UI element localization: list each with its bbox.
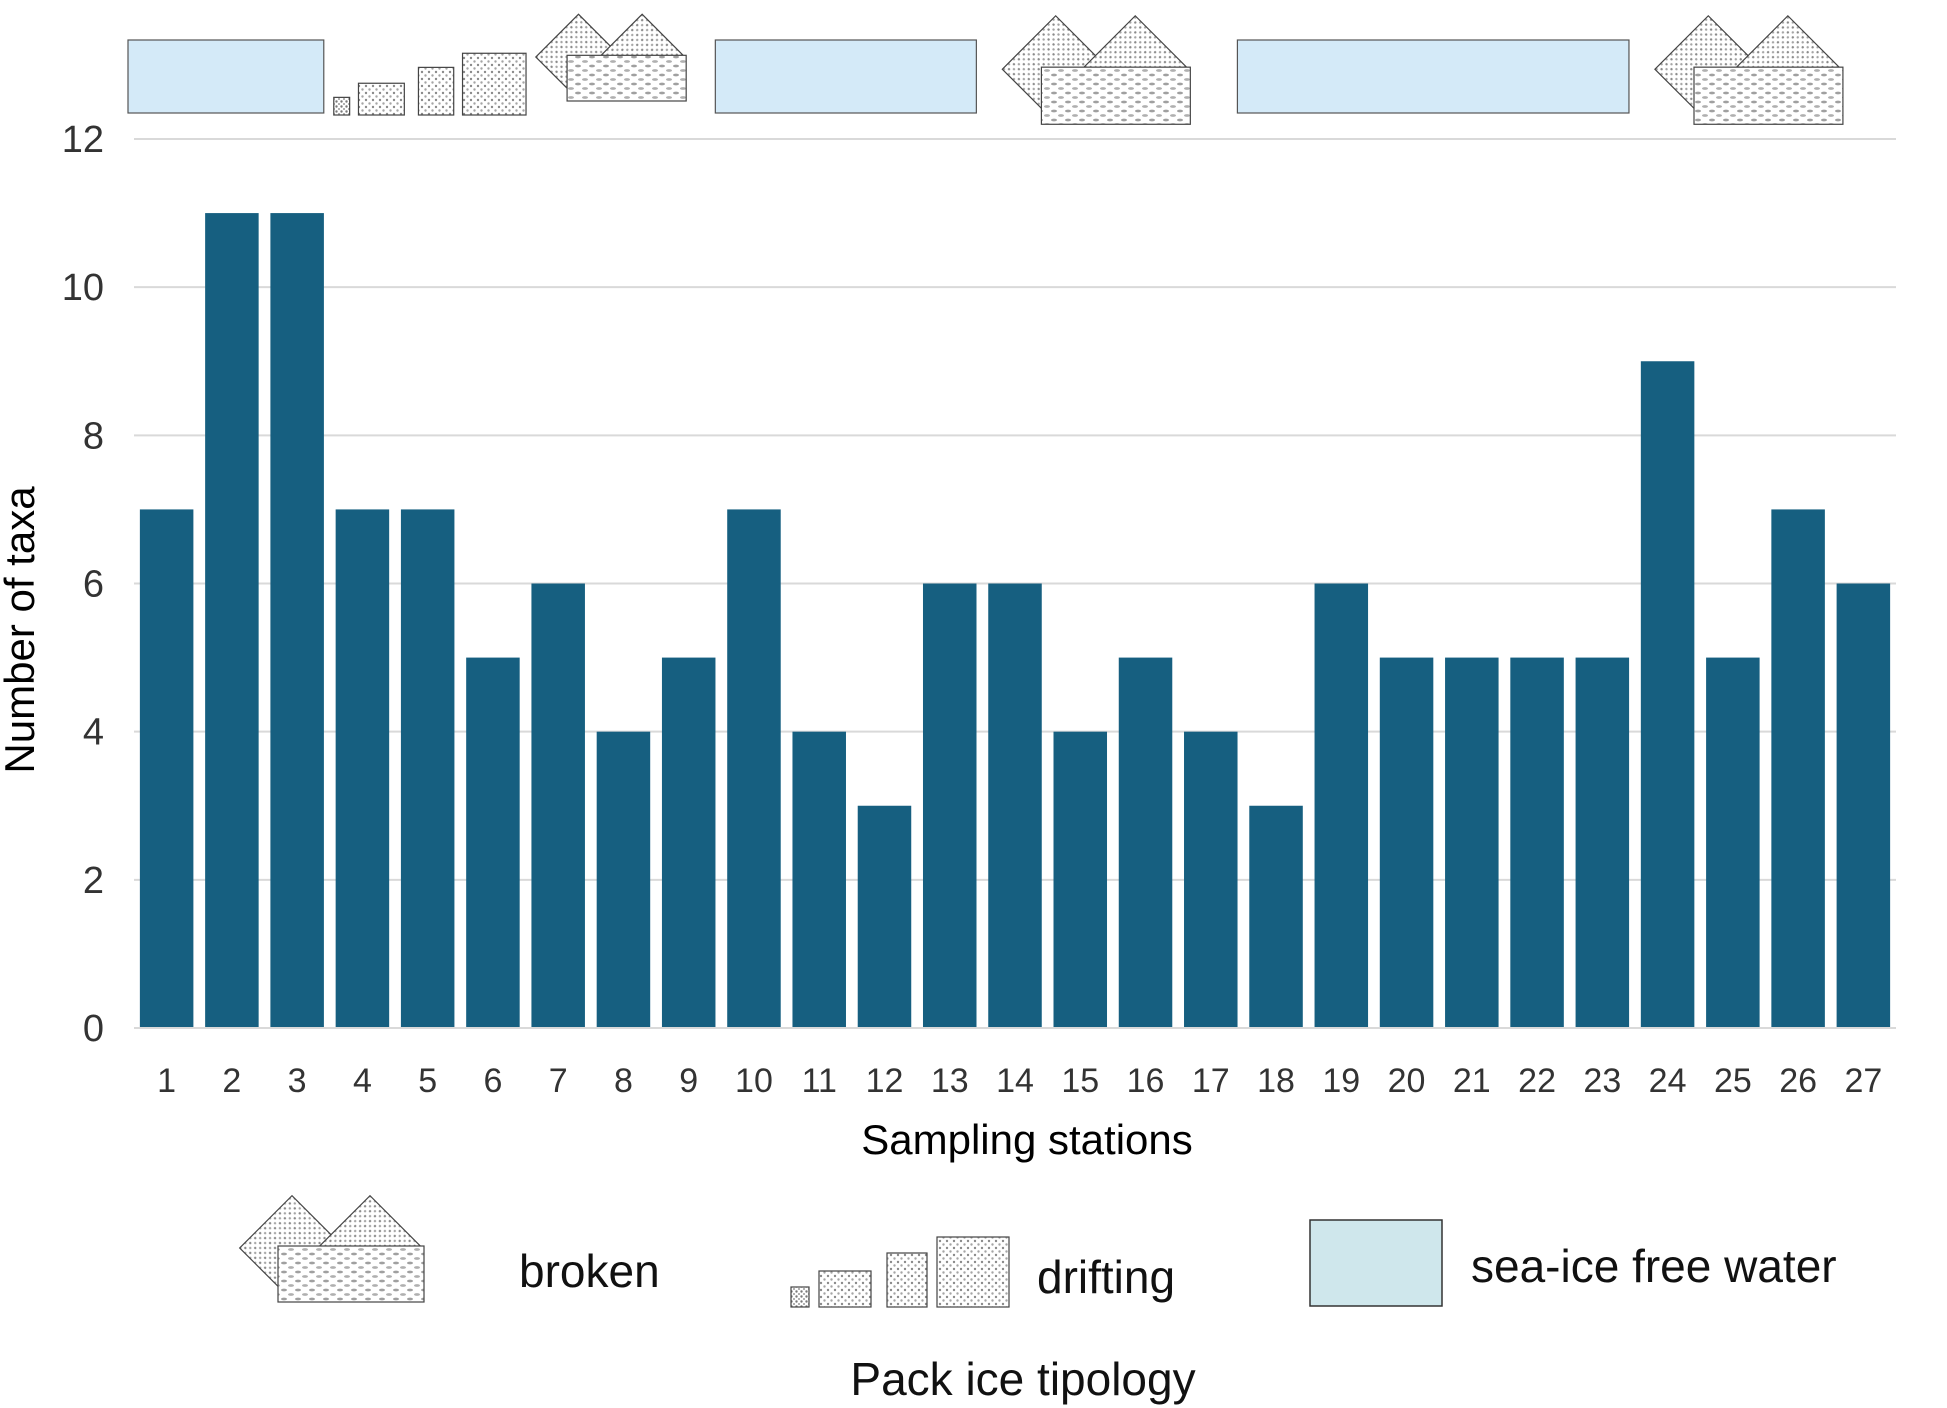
x-tick-label-9: 9 xyxy=(679,1062,698,1100)
ice-segment-1 xyxy=(127,39,325,114)
bar-station-22 xyxy=(1510,657,1564,1028)
legend-label-water: sea-ice free water xyxy=(1471,1240,1837,1292)
x-tick-label-21: 21 xyxy=(1453,1062,1491,1100)
bar-station-16 xyxy=(1118,657,1173,1028)
x-tick-label-7: 7 xyxy=(549,1062,568,1100)
bar-station-2 xyxy=(205,213,259,1029)
bar-station-25 xyxy=(1706,657,1760,1028)
x-tick-label-18: 18 xyxy=(1257,1062,1295,1100)
x-tick-label-13: 13 xyxy=(931,1062,969,1100)
x-axis-title: Sampling stations xyxy=(861,1116,1193,1163)
ice-segment-2 xyxy=(333,52,527,116)
bar-station-26 xyxy=(1771,509,1825,1029)
bar-station-23 xyxy=(1575,657,1630,1028)
bar-station-27 xyxy=(1836,583,1891,1028)
x-tick-label-6: 6 xyxy=(483,1062,502,1100)
legend-water-icon xyxy=(1309,1219,1443,1307)
bar-station-7 xyxy=(531,583,585,1028)
bar-station-24 xyxy=(1640,361,1695,1028)
x-tick-label-19: 19 xyxy=(1322,1062,1360,1100)
y-tick-label-10: 10 xyxy=(62,267,104,309)
bar-station-21 xyxy=(1445,657,1499,1028)
bar-station-9 xyxy=(661,657,716,1028)
bar-station-8 xyxy=(596,731,651,1028)
x-tick-label-1: 1 xyxy=(157,1062,176,1100)
bar-station-11 xyxy=(792,731,846,1028)
ice-segment-6 xyxy=(1236,39,1630,114)
x-tick-label-16: 16 xyxy=(1127,1062,1165,1100)
bar-station-15 xyxy=(1053,731,1108,1028)
x-tick-label-3: 3 xyxy=(288,1062,307,1100)
y-tick-label-2: 2 xyxy=(83,860,104,902)
bar-station-19 xyxy=(1314,583,1369,1028)
x-tick-label-8: 8 xyxy=(614,1062,633,1100)
x-tick-label-12: 12 xyxy=(866,1062,904,1100)
x-tick-label-4: 4 xyxy=(353,1062,372,1100)
bar-station-20 xyxy=(1379,657,1434,1028)
legend-drifting-icon xyxy=(790,1236,1010,1308)
x-tick-label-25: 25 xyxy=(1714,1062,1752,1100)
x-tick-label-20: 20 xyxy=(1388,1062,1426,1100)
bar-station-13 xyxy=(922,583,977,1028)
bar-station-6 xyxy=(466,657,520,1028)
bar-station-3 xyxy=(270,213,324,1029)
x-tick-label-14: 14 xyxy=(996,1062,1034,1100)
x-tick-label-2: 2 xyxy=(222,1062,241,1100)
x-tick-label-17: 17 xyxy=(1192,1062,1230,1100)
legend-title: Pack ice tipology xyxy=(850,1353,1195,1405)
x-tick-label-27: 27 xyxy=(1844,1062,1882,1100)
ice-segment-4 xyxy=(714,39,977,114)
bar-station-1 xyxy=(139,509,194,1029)
bar-station-18 xyxy=(1249,805,1303,1028)
bar-station-17 xyxy=(1184,731,1238,1028)
legend-label-drifting: drifting xyxy=(1037,1251,1175,1303)
x-tick-label-22: 22 xyxy=(1518,1062,1556,1100)
y-axis-ticks: 0 2 4 6 8 10 12 xyxy=(62,119,104,1050)
bar-station-14 xyxy=(988,583,1042,1028)
ice-segment-7 xyxy=(1654,14,1844,125)
y-tick-label-4: 4 xyxy=(83,712,104,754)
ice-segment-3 xyxy=(534,13,687,102)
ice-segment-5 xyxy=(1001,14,1191,125)
x-tick-label-26: 26 xyxy=(1779,1062,1817,1100)
y-tick-label-0: 0 xyxy=(83,1008,104,1050)
x-axis-ticks: 1 2 3 4 5 6 7 8 9 10 11 12 13 14 15 16 17 18 19 20 21 22 23 24 2… xyxy=(157,1062,1882,1100)
bar-station-12 xyxy=(857,805,912,1028)
legend-label-broken: broken xyxy=(519,1245,660,1297)
y-tick-label-8: 8 xyxy=(83,415,104,457)
bar-station-5 xyxy=(400,509,455,1029)
y-axis-title: Number of taxa xyxy=(0,486,43,774)
x-tick-label-15: 15 xyxy=(1061,1062,1099,1100)
ice-type-strip xyxy=(127,13,1844,125)
legend-broken-icon xyxy=(238,1194,425,1303)
y-tick-label-12: 12 xyxy=(62,119,104,161)
legend: broken drifting sea-ice free water Pack … xyxy=(238,1194,1837,1405)
x-tick-label-24: 24 xyxy=(1649,1062,1687,1100)
x-tick-label-23: 23 xyxy=(1583,1062,1621,1100)
bar-station-4 xyxy=(335,509,390,1029)
bar-station-10 xyxy=(727,509,781,1029)
x-tick-label-10: 10 xyxy=(735,1062,773,1100)
x-tick-label-5: 5 xyxy=(418,1062,437,1100)
y-tick-label-6: 6 xyxy=(83,564,104,606)
bars xyxy=(139,213,1891,1029)
x-tick-label-11: 11 xyxy=(802,1062,837,1100)
